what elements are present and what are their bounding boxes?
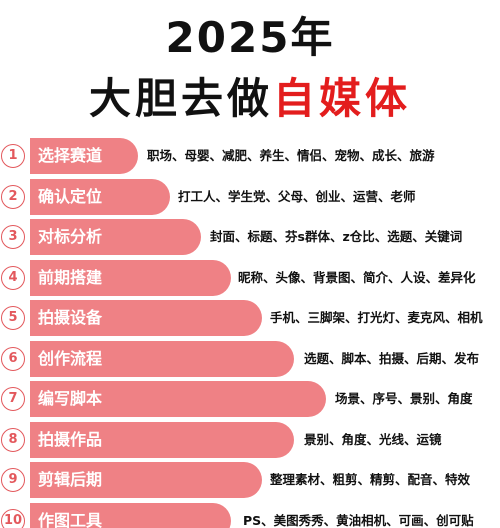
step-number-badge: 1 bbox=[1, 144, 25, 168]
title-main: 大胆去做自媒体 bbox=[0, 74, 500, 124]
step-number-badge: 3 bbox=[1, 225, 25, 249]
step-description: 职场、母婴、减肥、养生、情侣、宠物、成长、旅游 bbox=[147, 148, 435, 163]
list-item: 2 确认定位 打工人、学生党、父母、创业、运营、老师 bbox=[0, 178, 500, 215]
step-label-bar: 确认定位 bbox=[30, 178, 170, 215]
step-label-bar: 选择赛道 bbox=[30, 138, 138, 174]
step-number-badge: 2 bbox=[1, 184, 25, 209]
step-description: 景别、角度、光线、运镜 bbox=[304, 431, 442, 447]
title-main-red: 自媒体 bbox=[273, 74, 412, 123]
step-label-bar: 作图工具 bbox=[30, 502, 231, 528]
step-description: 整理素材、粗剪、精剪、配音、特效 bbox=[270, 472, 471, 487]
list-item: 5 拍摄设备 手机、三脚架、打光灯、麦克风、相机 bbox=[0, 300, 500, 336]
step-number-badge: 8 bbox=[1, 427, 25, 452]
list-item: 6 创作流程 选题、脚本、拍摄、后期、发布 bbox=[0, 340, 500, 377]
title-main-black: 大胆去做 bbox=[88, 74, 273, 123]
list-item: 9 剪辑后期 整理素材、粗剪、精剪、配音、特效 bbox=[0, 462, 500, 498]
list-item: 10 作图工具 PS、美图秀秀、黄油相机、可画、创可贴 bbox=[0, 502, 500, 528]
step-label-bar: 拍摄设备 bbox=[30, 300, 262, 336]
step-description: 昵称、头像、背景图、简介、人设、差异化 bbox=[238, 269, 476, 285]
step-number-badge: 7 bbox=[1, 387, 25, 411]
step-label-bar: 创作流程 bbox=[30, 340, 294, 377]
list-item: 1 选择赛道 职场、母婴、减肥、养生、情侣、宠物、成长、旅游 bbox=[0, 138, 500, 174]
step-number-badge: 9 bbox=[1, 468, 25, 492]
step-number-badge: 5 bbox=[1, 306, 25, 330]
list-item: 3 对标分析 封面、标题、芬s群体、z仓比、选题、关键词 bbox=[0, 219, 500, 255]
step-description: 手机、三脚架、打光灯、麦克风、相机 bbox=[270, 310, 483, 325]
step-description: 打工人、学生党、父母、创业、运营、老师 bbox=[178, 188, 416, 204]
step-number-badge: 4 bbox=[1, 265, 25, 290]
step-number-badge: 10 bbox=[1, 508, 25, 528]
step-description: PS、美图秀秀、黄油相机、可画、创可贴 bbox=[243, 512, 474, 528]
list-item: 7 编写脚本 场景、序号、景别、角度 bbox=[0, 381, 500, 417]
step-number-badge: 6 bbox=[1, 346, 25, 371]
list-item: 8 拍摄作品 景别、角度、光线、运镜 bbox=[0, 421, 500, 458]
title-year: 2025年 bbox=[165, 13, 335, 62]
step-label-bar: 前期搭建 bbox=[30, 259, 231, 296]
step-description: 场景、序号、景别、角度 bbox=[335, 391, 473, 406]
step-label-bar: 对标分析 bbox=[30, 219, 201, 255]
step-label-bar: 拍摄作品 bbox=[30, 421, 294, 458]
list-item: 4 前期搭建 昵称、头像、背景图、简介、人设、差异化 bbox=[0, 259, 500, 296]
step-label-bar: 剪辑后期 bbox=[30, 462, 262, 498]
step-description: 封面、标题、芬s群体、z仓比、选题、关键词 bbox=[210, 229, 463, 244]
step-label-bar: 编写脚本 bbox=[30, 381, 326, 417]
step-description: 选题、脚本、拍摄、后期、发布 bbox=[304, 350, 480, 366]
